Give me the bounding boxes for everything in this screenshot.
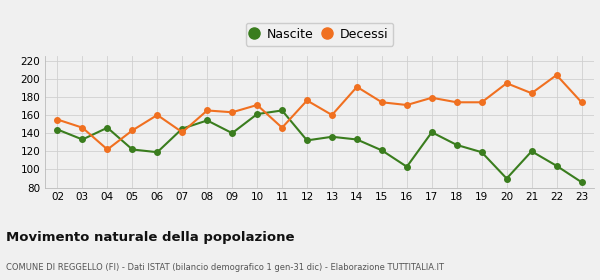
Decessi — [453, 101, 460, 104]
Nascite — [328, 135, 335, 138]
Line: Nascite: Nascite — [55, 108, 584, 185]
Legend: Nascite, Decessi: Nascite, Decessi — [245, 23, 394, 46]
Nascite — [129, 148, 136, 151]
Decessi — [278, 126, 286, 129]
Decessi — [528, 92, 535, 95]
Decessi — [503, 81, 510, 85]
Nascite — [54, 128, 61, 131]
Text: COMUNE DI REGGELLO (FI) - Dati ISTAT (bilancio demografico 1 gen-31 dic) - Elabo: COMUNE DI REGGELLO (FI) - Dati ISTAT (bi… — [6, 263, 444, 272]
Nascite — [179, 127, 186, 130]
Nascite — [79, 138, 86, 141]
Decessi — [428, 96, 436, 99]
Nascite — [428, 130, 436, 134]
Nascite — [353, 138, 361, 141]
Nascite — [478, 151, 485, 154]
Decessi — [478, 101, 485, 104]
Nascite — [203, 119, 211, 122]
Nascite — [229, 132, 236, 135]
Decessi — [328, 113, 335, 117]
Decessi — [553, 73, 560, 77]
Decessi — [378, 101, 385, 104]
Nascite — [403, 165, 410, 168]
Decessi — [54, 118, 61, 121]
Decessi — [578, 101, 585, 104]
Decessi — [154, 113, 161, 117]
Nascite — [304, 139, 311, 142]
Text: Movimento naturale della popolazione: Movimento naturale della popolazione — [6, 231, 295, 244]
Nascite — [378, 149, 385, 152]
Nascite — [278, 109, 286, 112]
Decessi — [203, 109, 211, 112]
Decessi — [254, 103, 261, 107]
Decessi — [229, 111, 236, 114]
Nascite — [528, 150, 535, 153]
Decessi — [104, 148, 111, 151]
Nascite — [553, 164, 560, 167]
Decessi — [179, 130, 186, 134]
Decessi — [79, 126, 86, 129]
Nascite — [104, 126, 111, 129]
Line: Decessi: Decessi — [55, 72, 584, 152]
Decessi — [129, 129, 136, 132]
Nascite — [503, 177, 510, 180]
Decessi — [403, 103, 410, 107]
Decessi — [353, 85, 361, 88]
Nascite — [254, 112, 261, 116]
Decessi — [304, 99, 311, 102]
Nascite — [578, 181, 585, 184]
Nascite — [154, 151, 161, 154]
Nascite — [453, 143, 460, 147]
